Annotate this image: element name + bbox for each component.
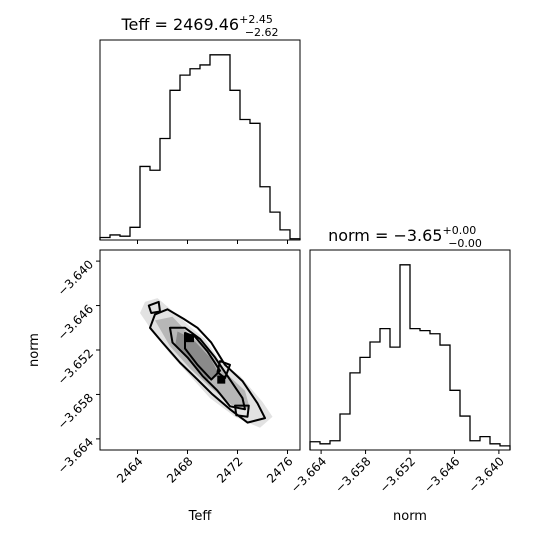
density-shading xyxy=(140,298,273,428)
xtick-label: 2464 xyxy=(114,454,145,485)
norm-histogram-panel: norm = −3.65+0.00 −0.00 −3.664 −3.658 −3.65… xyxy=(288,224,511,524)
xtick-label: −3.640 xyxy=(466,454,507,495)
norm-histogram-xticks: −3.664 −3.658 −3.652 −3.646 −3.640 xyxy=(288,450,507,496)
density-peak-marker xyxy=(217,375,226,384)
xtick-label: −3.664 xyxy=(288,454,329,495)
xtick-label: −3.652 xyxy=(377,454,418,495)
norm-ylabel: norm xyxy=(27,333,42,367)
norm-title-median: −3.65 xyxy=(393,226,442,245)
density-peaks xyxy=(186,334,226,384)
teff-xlabel: Teff xyxy=(188,509,213,524)
ytick-label: −3.640 xyxy=(55,257,96,298)
teff-histogram-panel: Teff = 2469.46+2.45 −2.62 xyxy=(99,13,301,244)
teff-histogram-xticks xyxy=(137,240,288,244)
contour-line xyxy=(147,300,161,314)
contour-line xyxy=(184,332,221,381)
teff-histogram-frame xyxy=(99,39,301,241)
norm-title-plus: +0.00 xyxy=(442,224,476,237)
teff-norm-xticks: 2464 2468 2472 2476 xyxy=(114,450,296,486)
contour-line xyxy=(234,404,250,418)
xtick-label: 2472 xyxy=(214,454,245,485)
xtick-label: −3.646 xyxy=(421,454,462,495)
teff-norm-yticks: −3.640−3.646−3.652−3.658−3.664 xyxy=(55,257,100,476)
norm-histogram-steps xyxy=(309,264,511,450)
xtick-label: 2468 xyxy=(164,454,195,485)
contour-line xyxy=(169,326,246,411)
norm-xlabel: norm xyxy=(393,509,427,524)
ytick-label: −3.664 xyxy=(55,435,96,476)
teff-title-median: 2469.46 xyxy=(173,15,239,34)
teff-title: Teff = 2469.46+2.45 −2.62 xyxy=(120,13,278,39)
xtick-label: −3.658 xyxy=(332,454,373,495)
teff-histogram-steps xyxy=(99,54,301,240)
norm-title-label: norm xyxy=(328,226,370,245)
ytick-label: −3.658 xyxy=(55,391,96,432)
norm-title: norm = −3.65+0.00 −0.00 xyxy=(328,224,482,250)
xtick-label: 2476 xyxy=(264,454,295,485)
teff-title-minus: −2.62 xyxy=(245,26,279,39)
ytick-label: −3.652 xyxy=(55,346,96,387)
teff-title-plus: +2.45 xyxy=(239,13,273,26)
density-peak-marker xyxy=(186,334,194,343)
teff-norm-contour-panel: 2464 2468 2472 2476 −3.640−3.646−3.652−3.65… xyxy=(27,249,301,524)
ytick-label: −3.646 xyxy=(55,302,96,343)
norm-title-minus: −0.00 xyxy=(448,237,482,250)
density-shade-level xyxy=(175,331,220,380)
contour-line xyxy=(149,308,266,424)
teff-title-label: Teff xyxy=(120,15,150,34)
